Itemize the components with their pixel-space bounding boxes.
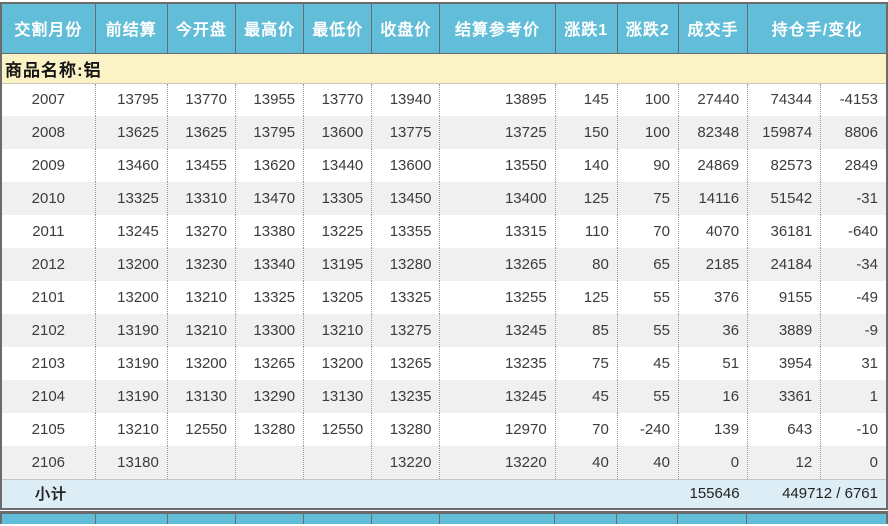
header-high: 最高价 [234, 3, 304, 54]
header-prev-settlement: 前结算 [94, 3, 168, 54]
header-change1: 涨跌1 [554, 3, 618, 54]
next-section-header-strip [0, 511, 888, 524]
cell-month: 2104 [1, 380, 96, 413]
subtotal-row: 小计 155646 449712 / 6761 [1, 478, 887, 509]
next-header-cell [168, 514, 236, 524]
subtotal-label: 小计 [1, 478, 679, 509]
table-row: 2010 13325 13310 13470 13305 13450 13400… [1, 182, 887, 215]
futures-quotes-table: 交割月份 前结算 今开盘 最高价 最低价 收盘价 结算参考价 涨跌1 涨跌2 成… [0, 2, 888, 510]
table-header-row: 交割月份 前结算 今开盘 最高价 最低价 收盘价 结算参考价 涨跌1 涨跌2 成… [1, 3, 887, 54]
table-row: 2011 13245 13270 13380 13225 13355 13315… [1, 215, 887, 248]
cell-month: 2007 [1, 83, 96, 116]
next-header-cell [304, 514, 372, 524]
header-change2: 涨跌2 [616, 3, 679, 54]
cell-month: 2009 [1, 149, 96, 182]
table-row: 2101 13200 13210 13325 13205 13325 13255… [1, 281, 887, 314]
table-row: 2012 13200 13230 13340 13195 13280 13265… [1, 248, 887, 281]
cell-month: 2010 [1, 182, 96, 215]
next-header-cell [236, 514, 304, 524]
next-header-cell [440, 514, 555, 524]
subtotal-open-interest-change: 449712 / 6761 [747, 478, 887, 509]
cell-month: 2103 [1, 347, 96, 380]
cell-month: 2102 [1, 314, 96, 347]
next-header-cell [617, 514, 678, 524]
header-open: 今开盘 [166, 3, 236, 54]
product-name-label: 商品名称:铝 [1, 53, 887, 84]
header-close: 收盘价 [371, 3, 440, 54]
table-row: 2009 13460 13455 13620 13440 13600 13550… [1, 149, 887, 182]
next-header-cell [678, 514, 747, 524]
next-header-cell [555, 514, 617, 524]
header-settlement-ref: 结算参考价 [439, 3, 556, 54]
cell-month: 2011 [1, 215, 96, 248]
header-low: 最低价 [303, 3, 372, 54]
table-row: 2103 13190 13200 13265 13200 13265 13235… [1, 347, 887, 380]
cell-month: 2101 [1, 281, 96, 314]
cell-month: 2012 [1, 248, 96, 281]
next-header-cell [2, 514, 96, 524]
subtotal-volume: 155646 [678, 478, 748, 509]
table-row: 2105 13210 12550 13280 12550 13280 12970… [1, 413, 887, 446]
table-row: 2007 13795 13770 13955 13770 13940 13895… [1, 83, 887, 116]
header-volume: 成交手 [677, 3, 748, 54]
table-row: 2008 13625 13625 13795 13600 13775 13725… [1, 116, 887, 149]
cell-month: 2008 [1, 116, 96, 149]
next-header-cell [96, 514, 168, 524]
next-header-cell [747, 514, 886, 524]
cell-month: 2106 [1, 446, 96, 479]
header-open-interest-change: 持仓手/变化 [747, 3, 887, 54]
table-row: 2102 13190 13210 13300 13210 13275 13245… [1, 314, 887, 347]
next-header-cell [372, 514, 440, 524]
cell-month: 2105 [1, 413, 96, 446]
table-row: 2106 13180 13220 13220 40 40 0 12 0 [1, 446, 887, 479]
product-name-row: 商品名称:铝 [1, 53, 887, 84]
header-delivery-month: 交割月份 [1, 3, 96, 54]
table-row: 2104 13190 13130 13290 13130 13235 13245… [1, 380, 887, 413]
